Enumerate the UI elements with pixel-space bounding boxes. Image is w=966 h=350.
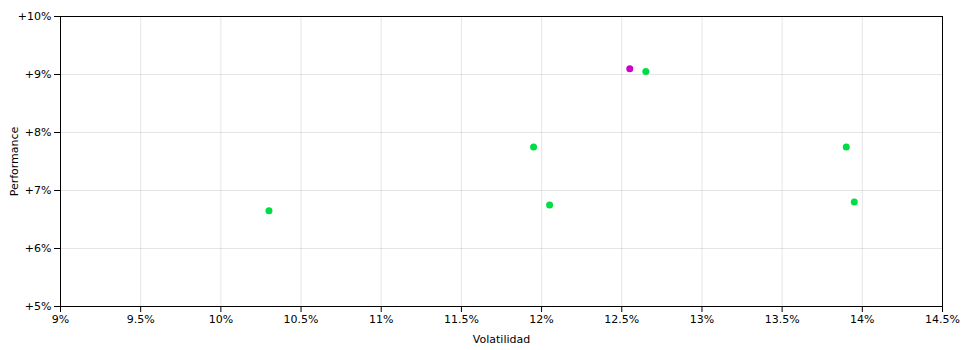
svg-text:+9%: +9%: [25, 68, 52, 81]
svg-text:9%: 9%: [52, 313, 69, 326]
svg-text:10.5%: 10.5%: [284, 313, 319, 326]
svg-text:10%: 10%: [209, 313, 233, 326]
svg-text:9.5%: 9.5%: [127, 313, 155, 326]
svg-text:+7%: +7%: [25, 184, 52, 197]
svg-text:Volatilidad: Volatilidad: [473, 333, 530, 346]
svg-text:11%: 11%: [369, 313, 393, 326]
svg-text:+5%: +5%: [25, 300, 52, 313]
svg-text:14%: 14%: [850, 313, 874, 326]
svg-text:14.5%: 14.5%: [925, 313, 960, 326]
svg-text:+6%: +6%: [25, 242, 52, 255]
svg-text:11.5%: 11.5%: [444, 313, 479, 326]
svg-text:12.5%: 12.5%: [604, 313, 639, 326]
svg-text:+8%: +8%: [25, 126, 52, 139]
svg-text:13%: 13%: [690, 313, 714, 326]
svg-text:12%: 12%: [529, 313, 553, 326]
svg-text:Performance: Performance: [8, 126, 21, 196]
svg-text:13.5%: 13.5%: [765, 313, 800, 326]
svg-text:+10%: +10%: [18, 10, 52, 23]
